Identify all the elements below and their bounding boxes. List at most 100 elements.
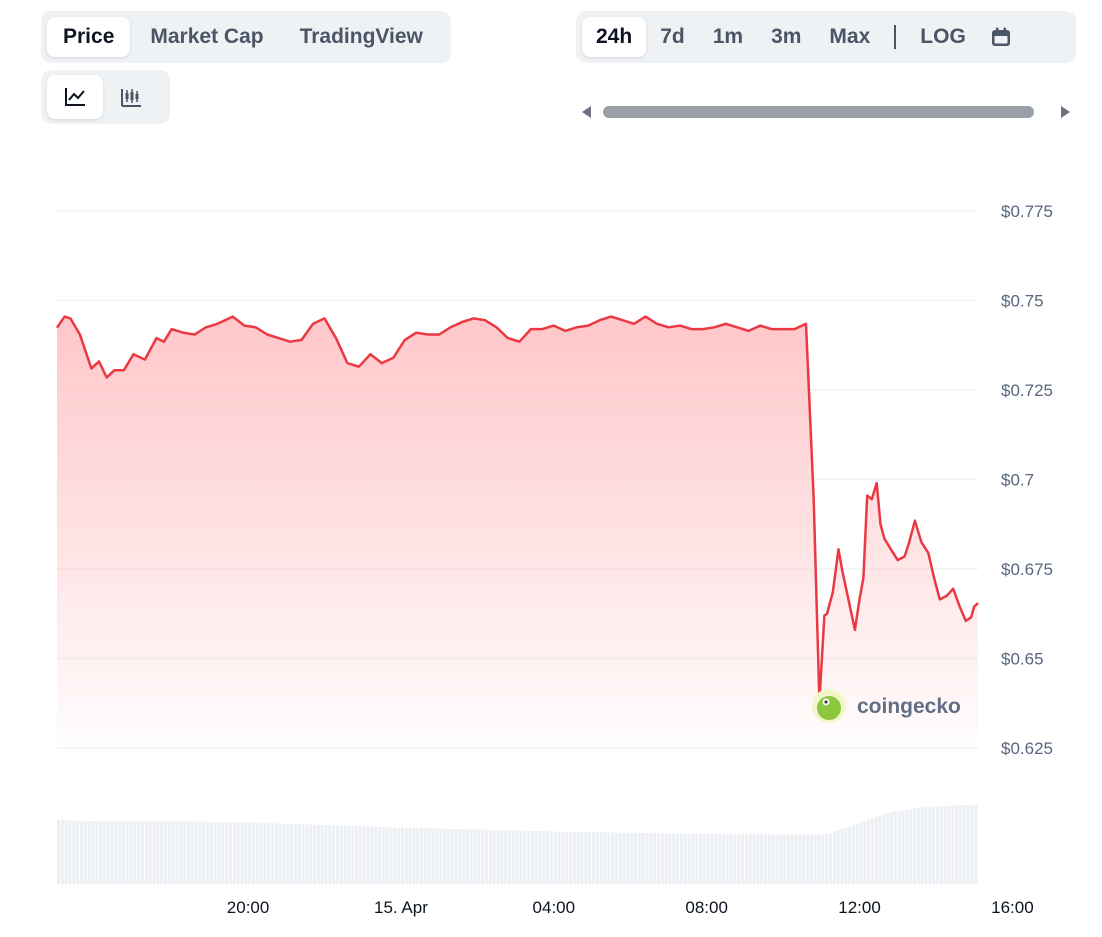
volume-bar — [458, 829, 462, 884]
volume-bar — [527, 830, 531, 884]
volume-bar — [485, 829, 489, 884]
x-tick-label: 20:00 — [227, 898, 270, 917]
log-scale-button[interactable]: LOG — [920, 25, 966, 48]
volume-bar — [274, 823, 278, 884]
volume-bar — [481, 829, 485, 884]
volume-bar — [947, 805, 951, 884]
range-divider — [894, 25, 897, 49]
volume-bar — [660, 833, 664, 884]
x-tick-label: 15. Apr — [374, 898, 428, 917]
y-axis-labels: $0.775 $0.75 $0.725 $0.7 $0.675 $0.65 $0.625 — [1001, 202, 1053, 758]
volume-bar — [641, 832, 645, 884]
volume-bar — [695, 833, 699, 884]
volume-bar — [691, 833, 695, 884]
volume-bar — [217, 822, 221, 884]
volume-bar — [355, 826, 359, 884]
volume-bar — [729, 834, 733, 884]
volume-bar — [133, 821, 137, 884]
volume-bar — [114, 821, 118, 884]
volume-bar — [825, 833, 829, 884]
volume-bar — [828, 832, 832, 884]
range-tab-group: 24h 7d 1m 3m Max LOG — [576, 11, 1076, 63]
volume-bar — [741, 834, 745, 884]
volume-bar — [798, 834, 802, 884]
volume-bar — [637, 832, 641, 884]
scrollbar-thumb[interactable] — [603, 106, 1034, 118]
volume-bar — [83, 820, 87, 884]
volume-bar — [129, 821, 133, 884]
volume-bar — [546, 831, 550, 884]
volume-bar — [763, 834, 768, 884]
volume-bar — [687, 833, 691, 884]
volume-bar — [634, 832, 638, 884]
volume-bar — [144, 821, 148, 884]
volume-bar — [626, 832, 630, 884]
volume-bar — [198, 821, 202, 884]
volume-bar — [786, 834, 790, 884]
range-3m-button[interactable]: 3m — [771, 25, 802, 48]
scroll-left-arrow-icon[interactable] — [582, 106, 591, 118]
volume-bar — [106, 821, 110, 884]
volume-bar — [870, 818, 875, 884]
volume-bar — [599, 832, 603, 884]
x-tick-label: 12:00 — [838, 898, 881, 917]
volume-bar — [656, 833, 661, 884]
volume-bar — [439, 828, 443, 884]
range-max-button[interactable]: Max — [829, 25, 871, 48]
volume-bar — [530, 830, 534, 884]
volume-bar — [183, 821, 187, 884]
volume-bar — [324, 825, 328, 884]
volume-bar — [832, 831, 836, 884]
range-navigator-scrollbar[interactable] — [580, 102, 1072, 122]
volume-bar — [221, 822, 225, 884]
volume-bar — [679, 833, 683, 884]
volume-bar — [649, 833, 653, 884]
volume-bar — [848, 826, 852, 884]
volume-bar — [316, 824, 320, 884]
volume-bars — [57, 804, 978, 884]
volume-bar — [733, 834, 737, 884]
volume-bar — [121, 821, 125, 884]
range-24h-button[interactable]: 24h — [582, 17, 647, 57]
volume-bar — [943, 806, 947, 884]
watermark-text: coingecko — [857, 695, 961, 718]
volume-bar — [614, 832, 618, 884]
volume-bar — [420, 828, 424, 884]
volume-bar — [332, 825, 336, 884]
volume-bar — [882, 814, 886, 884]
volume-bar — [141, 821, 145, 884]
line-chart-button[interactable] — [47, 75, 103, 119]
volume-bar — [435, 828, 439, 884]
volume-bar — [580, 831, 584, 884]
volume-bar — [164, 821, 168, 884]
volume-bar — [569, 831, 573, 884]
volume-bar — [202, 821, 206, 884]
volume-bar — [462, 829, 466, 884]
volume-bar — [408, 827, 412, 884]
volume-bar — [99, 821, 103, 884]
volume-bar — [607, 832, 611, 884]
tab-market-cap[interactable]: Market Cap — [150, 25, 264, 48]
volume-bar — [809, 834, 813, 884]
volume-bar — [213, 821, 217, 884]
volume-bar — [844, 827, 848, 884]
range-7d-button[interactable]: 7d — [660, 25, 685, 48]
volume-bar — [416, 828, 420, 884]
metric-tab-group: Price Market Cap TradingView — [41, 11, 451, 63]
tab-price[interactable]: Price — [47, 17, 131, 57]
tab-tradingview[interactable]: TradingView — [299, 25, 423, 48]
volume-bar — [259, 822, 263, 884]
range-1m-button[interactable]: 1m — [712, 25, 744, 48]
scroll-right-arrow-icon[interactable] — [1061, 106, 1070, 118]
volume-bar — [263, 823, 267, 884]
candlestick-button[interactable] — [103, 75, 159, 119]
volume-bar — [588, 832, 592, 884]
calendar-button[interactable] — [980, 17, 1022, 57]
volume-bar — [76, 820, 80, 884]
volume-bar — [206, 821, 210, 884]
volume-bar — [584, 832, 588, 884]
volume-bar — [125, 821, 129, 884]
volume-bar — [901, 810, 905, 884]
volume-bar — [710, 834, 714, 884]
volume-bar — [412, 827, 416, 884]
